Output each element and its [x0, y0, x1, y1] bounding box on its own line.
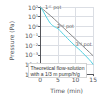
svg-text:2ⁿᵈ pot: 2ⁿᵈ pot	[57, 22, 75, 29]
svg-text:10⁻³: 10⁻³	[25, 51, 39, 58]
svg-text:5: 5	[55, 75, 60, 83]
svg-text:with a 1/3 m pump/h/g: with a 1/3 m pump/h/g	[31, 71, 80, 77]
svg-text:10⁻¹: 10⁻¹	[25, 32, 39, 39]
svg-text:10: 10	[71, 75, 80, 83]
svg-text:Pressure (Pa): Pressure (Pa)	[8, 21, 15, 60]
svg-text:10²: 10²	[28, 4, 39, 11]
svg-text:Time (min): Time (min)	[49, 87, 83, 94]
svg-text:3ʳᵈ pot: 3ʳᵈ pot	[75, 40, 92, 47]
svg-text:10⁰: 10⁰	[28, 23, 39, 30]
svg-text:10⁻²: 10⁻²	[25, 42, 39, 49]
svg-text:0: 0	[38, 75, 42, 83]
svg-text:Theoretical flow-solution: Theoretical flow-solution	[30, 64, 85, 71]
svg-text:15: 15	[89, 76, 97, 83]
svg-text:1ˢᵗ pot: 1ˢᵗ pot	[45, 4, 61, 11]
svg-text:10¹: 10¹	[28, 13, 39, 20]
